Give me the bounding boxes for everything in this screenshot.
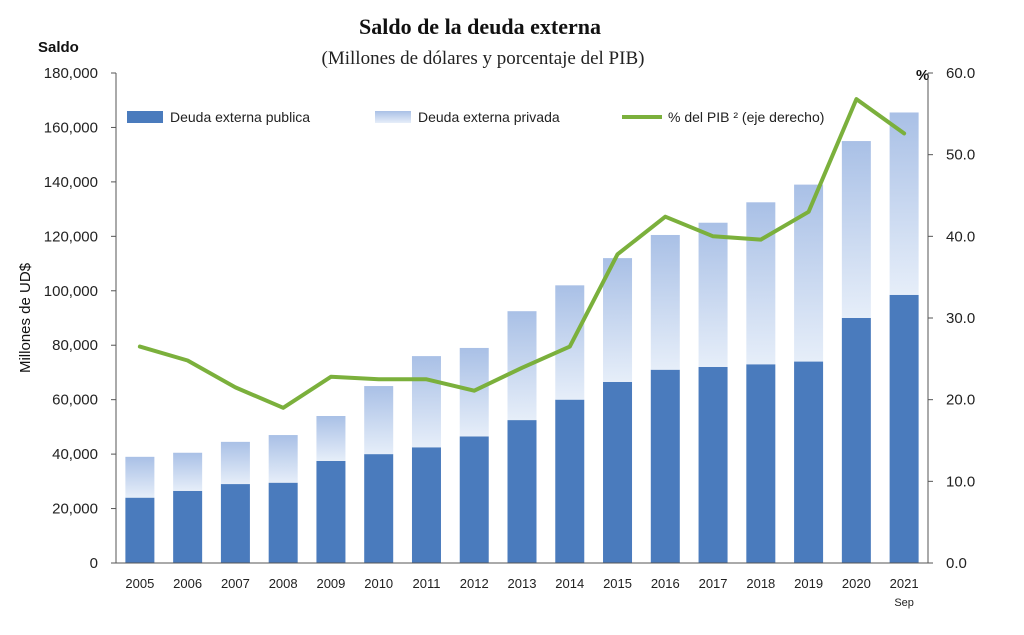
- y2-tick-label: 60.0: [946, 65, 975, 82]
- bar-private-2017: [698, 222, 728, 367]
- x-tick-label: 2013: [508, 576, 537, 591]
- x-tick-label: 2006: [173, 576, 202, 591]
- bar-public-2006: [173, 490, 203, 563]
- bar-public-2011: [411, 447, 441, 563]
- y2-tick-label: 0.0: [946, 555, 967, 572]
- bar-private-2006: [173, 452, 203, 491]
- y-tick-label: 160,000: [44, 119, 98, 136]
- x-tick-label: 2016: [651, 576, 680, 591]
- y2-tick-label: 20.0: [946, 392, 975, 409]
- legend-label-private: Deuda externa privada: [418, 109, 560, 125]
- y-tick-label: 140,000: [44, 174, 98, 191]
- bar-private-2018: [746, 202, 776, 365]
- bar-private-2005: [125, 456, 155, 498]
- x-tick-label: 2017: [699, 576, 728, 591]
- y-tick-label: 80,000: [52, 337, 98, 354]
- bar-private-2010: [364, 386, 394, 455]
- x-tick-label: 2009: [316, 576, 345, 591]
- x-tick-label: 2007: [221, 576, 250, 591]
- legend-swatch-public: [127, 111, 163, 123]
- left-axis-heading: Saldo: [38, 39, 79, 56]
- bar-public-2008: [268, 482, 298, 563]
- y2-tick-label: 40.0: [946, 228, 975, 245]
- legend-swatch-private: [375, 111, 411, 123]
- y-tick-label: 120,000: [44, 228, 98, 245]
- x-tick-label: 2015: [603, 576, 632, 591]
- bar-public-2019: [794, 361, 824, 563]
- x-tick-label: 2012: [460, 576, 489, 591]
- bar-private-2021: [889, 112, 919, 295]
- x-tick-label: 2014: [555, 576, 584, 591]
- line-series-pct-pib: [137, 97, 907, 410]
- bar-public-2014: [555, 399, 585, 563]
- bar-private-2009: [316, 416, 346, 461]
- y2-tick-label: 30.0: [946, 310, 975, 327]
- bar-private-2020: [841, 141, 871, 318]
- x-tick-label: 2010: [364, 576, 393, 591]
- y-tick-label: 180,000: [44, 65, 98, 82]
- right-axis-heading: %: [916, 67, 929, 84]
- axes-group: [111, 72, 933, 564]
- bar-public-2010: [364, 454, 394, 563]
- y-tick-label: 100,000: [44, 283, 98, 300]
- y-tick-label: 0: [90, 555, 98, 572]
- bar-private-2007: [220, 441, 250, 485]
- bars-group: [125, 112, 919, 563]
- bar-private-2011: [411, 356, 441, 448]
- x-tick-label: 2011: [412, 576, 440, 591]
- bar-public-2020: [841, 318, 871, 563]
- y2-tick-label: 50.0: [946, 147, 975, 164]
- x-tick-label: 2019: [794, 576, 823, 591]
- legend: Deuda externa publica Deuda externa priva…: [127, 109, 824, 125]
- y-tick-label: 20,000: [52, 501, 98, 518]
- legend-label-public: Deuda externa publica: [170, 109, 310, 125]
- x-tick-label: 2008: [269, 576, 298, 591]
- y-tick-label: 40,000: [52, 446, 98, 463]
- bar-public-2018: [746, 364, 776, 563]
- x-tick-sublabel: Sep: [894, 597, 914, 609]
- bar-public-2016: [650, 369, 680, 563]
- x-tick-label: 2020: [842, 576, 871, 591]
- tick-labels-group: 0 20,000 40,000 60,000 80,000 100,000 120,000 1…: [44, 65, 975, 609]
- bar-private-2008: [268, 435, 298, 483]
- bar-private-2016: [650, 234, 680, 370]
- y-tick-label: 60,000: [52, 392, 98, 409]
- legend-label-pct: % del PIB ² (eje derecho): [668, 109, 824, 125]
- x-tick-label: 2021: [890, 576, 919, 591]
- bar-public-2013: [507, 420, 537, 563]
- line-series-group: [137, 97, 907, 410]
- bar-public-2009: [316, 460, 346, 563]
- bar-public-2017: [698, 367, 728, 563]
- bar-public-2007: [220, 484, 250, 563]
- bar-public-2005: [125, 497, 155, 563]
- chart-title: Saldo de la deuda externa: [359, 14, 601, 39]
- y-axis-label: Millones de UD$: [17, 262, 34, 373]
- chart-subtitle: (Millones de dólares y porcentaje del PI…: [322, 48, 645, 69]
- bar-public-2015: [603, 381, 633, 563]
- x-tick-label: 2005: [125, 576, 154, 591]
- bar-public-2021: [889, 294, 919, 563]
- x-tick-label: 2018: [746, 576, 775, 591]
- bar-private-2015: [603, 258, 633, 382]
- y2-tick-label: 10.0: [946, 473, 975, 490]
- bar-public-2012: [459, 436, 489, 563]
